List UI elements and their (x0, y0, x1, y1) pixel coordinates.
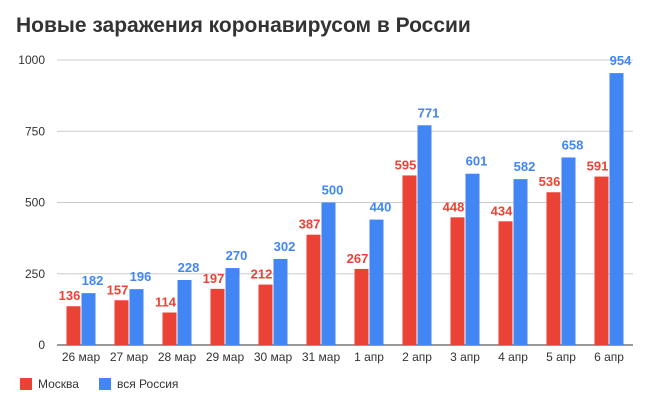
bar-russia (129, 289, 144, 345)
data-label-russia: 582 (514, 159, 536, 174)
grid-lines (57, 59, 633, 346)
bar-moscow (210, 288, 225, 345)
data-label-russia: 182 (82, 273, 104, 288)
y-axis: 0 250 500 750 1000 (18, 53, 45, 352)
y-tick-label: 1000 (18, 53, 45, 67)
bar-moscow (354, 268, 369, 345)
data-label-russia: 270 (226, 248, 248, 263)
y-tick-label: 250 (25, 267, 45, 281)
bar-moscow (306, 234, 321, 345)
data-label-moscow: 212 (251, 267, 273, 282)
x-tick-label: 3 апр (450, 350, 480, 364)
data-label-russia: 771 (418, 105, 440, 120)
data-label-russia: 228 (178, 260, 200, 275)
data-label-moscow: 448 (443, 199, 465, 214)
legend-swatch-moscow (20, 378, 32, 390)
data-label-russia: 500 (322, 183, 344, 198)
bar-moscow (402, 175, 417, 345)
legend-item-russia: вся Россия (98, 377, 179, 391)
data-label-russia: 440 (370, 200, 392, 215)
bar-moscow (114, 300, 129, 345)
y-tick-label: 500 (25, 196, 45, 210)
x-tick-label: 4 апр (498, 350, 528, 364)
x-tick-label: 2 апр (402, 350, 432, 364)
data-label-russia: 601 (466, 154, 488, 169)
bar-russia (225, 268, 240, 345)
bar-russia (81, 293, 96, 345)
bar-russia (273, 258, 288, 345)
y-tick-label: 750 (25, 124, 45, 138)
data-label-russia: 658 (562, 137, 584, 152)
bar-russia (177, 280, 192, 345)
bar-moscow (258, 284, 273, 345)
x-tick-label: 26 мар (62, 350, 101, 364)
data-label-moscow: 387 (299, 217, 321, 232)
legend-label-moscow: Москва (38, 377, 79, 391)
legend-label-russia: вся Россия (116, 377, 179, 391)
data-label-moscow: 267 (347, 251, 369, 266)
data-label-moscow: 157 (107, 282, 129, 297)
x-axis: 26 мар 27 мар 28 мар 29 мар 30 мар 31 мар 1 ап… (62, 350, 624, 364)
bar-russia (561, 157, 576, 345)
bar-moscow (546, 192, 561, 345)
data-label-russia: 196 (130, 269, 152, 284)
bar-moscow (498, 221, 513, 345)
x-tick-label: 31 мар (302, 350, 341, 364)
data-label-moscow: 591 (587, 159, 609, 174)
x-tick-label: 28 мар (158, 350, 197, 364)
bar-moscow (162, 312, 177, 345)
data-label-russia: 954 (610, 53, 632, 68)
x-tick-label: 6 апр (594, 350, 624, 364)
legend-item-moscow: Москва (20, 377, 79, 391)
x-tick-label: 30 мар (254, 350, 293, 364)
data-label-moscow: 114 (155, 295, 177, 310)
legend-swatch-russia (98, 378, 111, 390)
chart-title: Новые заражения коронавирусом в России (16, 14, 471, 37)
data-label-moscow: 536 (539, 174, 561, 189)
bar-russia (465, 173, 480, 345)
data-label-moscow: 197 (203, 271, 225, 286)
bar-russia (513, 179, 528, 345)
x-tick-label: 1 апр (354, 350, 384, 364)
bar-moscow (594, 176, 609, 345)
bar-russia (417, 125, 432, 345)
bars (66, 73, 624, 346)
bar-moscow (66, 306, 81, 345)
bar-moscow (450, 217, 465, 345)
y-tick-label: 0 (38, 338, 45, 352)
bar-russia (321, 202, 336, 345)
data-label-moscow: 595 (395, 157, 417, 172)
x-tick-label: 29 мар (206, 350, 245, 364)
bar-russia (609, 73, 624, 346)
data-label-russia: 302 (274, 239, 296, 254)
bar-russia (369, 219, 384, 345)
legend: Москва вся Россия (20, 377, 178, 391)
x-tick-label: 27 мар (110, 350, 149, 364)
data-label-moscow: 434 (491, 203, 513, 218)
data-label-moscow: 136 (59, 288, 81, 303)
x-tick-label: 5 апр (546, 350, 576, 364)
